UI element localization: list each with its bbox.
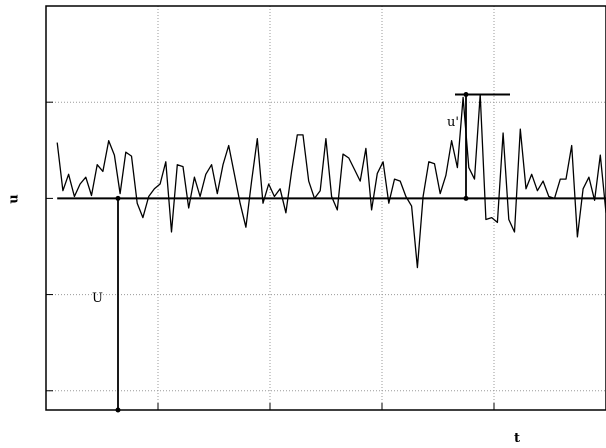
fluctuation-label: u' [447, 115, 459, 130]
axis-ticks [46, 5, 606, 410]
signal-line [56, 93, 606, 269]
x-axis-label: t [514, 431, 520, 446]
mean-label: U [92, 291, 103, 306]
annotations: Uu' [92, 91, 510, 413]
mean-marker-dot-top [115, 195, 121, 201]
grid-lines [46, 5, 606, 410]
fluctuation-marker-dot-top [463, 91, 469, 97]
plot-frame [45, 5, 606, 411]
y-axis-label: u [7, 194, 22, 203]
fluctuation-marker-dot-bottom [463, 195, 469, 201]
mean-marker-dot-bottom [115, 407, 121, 413]
